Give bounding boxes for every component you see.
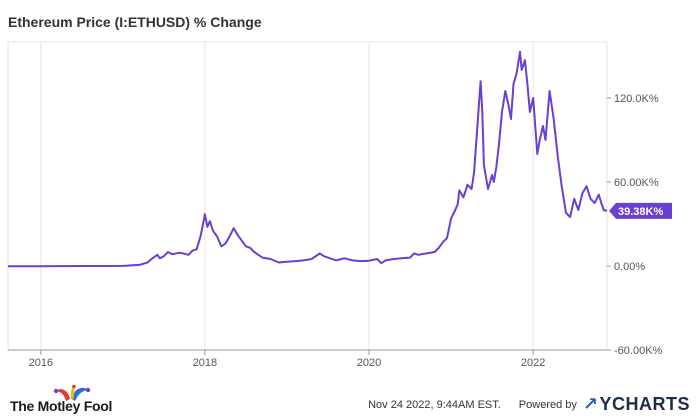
x-tick-label: 2022: [521, 357, 545, 369]
series-layer: [8, 50, 608, 268]
label-layer: 2016 2018 2020 2022 120.0K% 60.00K% 0.00% -60.0…: [29, 93, 672, 369]
y-tick-label: 60.00K%: [614, 177, 659, 189]
x-tick-label: 2020: [357, 357, 381, 369]
footer: The Motley Fool Nov 24 2022, 9:44AM EST.…: [0, 384, 700, 420]
ycharts-logo: ↗ YCHARTS: [583, 394, 690, 415]
footer-right: Nov 24 2022, 9:44AM EST. Powered by ↗ YC…: [368, 394, 690, 415]
timestamp: Nov 24 2022, 9:44AM EST.: [368, 398, 501, 411]
series-line: [8, 50, 608, 268]
chart-title: Ethereum Price (I:ETHUSD) % Change: [8, 14, 262, 30]
ycharts-wordmark: YCHARTS: [599, 394, 690, 414]
last-value-badge: [609, 202, 672, 219]
y-tick-label: 0.00%: [614, 261, 645, 273]
x-tick-label: 2018: [193, 357, 217, 369]
axis-layer: [8, 97, 611, 355]
ycharts-mark-icon: ↗: [582, 394, 599, 414]
jester-hat-icon: [53, 385, 91, 401]
powered-by-label: Powered by: [518, 398, 577, 411]
x-tick-label: 2016: [29, 357, 53, 369]
y-tick-label: -60.00K%: [614, 345, 663, 357]
motley-fool-logo: The Motley Fool: [10, 398, 113, 414]
last-value-label: 39.38K%: [618, 206, 663, 218]
y-tick-label: 120.0K%: [614, 93, 659, 105]
grid-layer: [7, 41, 608, 351]
plot-frame: [7, 41, 608, 351]
